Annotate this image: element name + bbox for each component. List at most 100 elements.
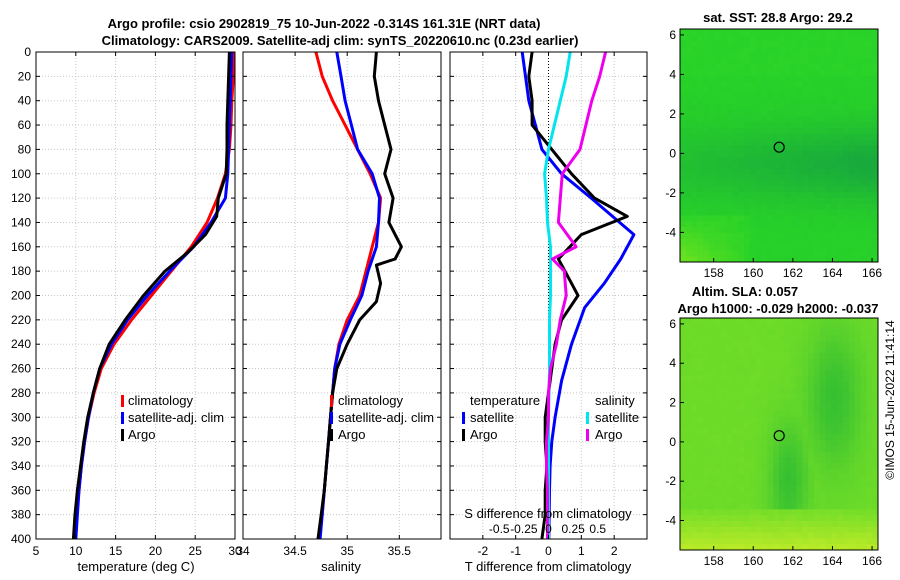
map-cell <box>709 46 716 53</box>
map-cell <box>802 151 809 158</box>
map-cell <box>813 139 821 147</box>
map-cell <box>831 521 838 528</box>
map-cell <box>714 352 722 360</box>
map-cell <box>872 209 879 216</box>
map-cell <box>860 422 867 429</box>
map-cell <box>854 174 862 181</box>
map-cell <box>784 145 792 152</box>
map-cell <box>848 538 856 545</box>
map-cell <box>714 492 722 499</box>
map-cell <box>749 75 757 82</box>
map-cell <box>773 387 780 394</box>
map-cell <box>732 197 739 205</box>
map-cell <box>872 509 879 516</box>
map-cell <box>848 63 856 71</box>
map-cell <box>831 227 838 234</box>
map-cell <box>685 393 693 400</box>
map-cell <box>732 221 739 228</box>
map-cell <box>732 168 739 176</box>
map-cell <box>691 370 698 377</box>
map-cell <box>767 250 774 257</box>
map-cell <box>860 492 867 499</box>
map-cell <box>854 509 862 516</box>
map-cell <box>732 405 739 412</box>
map-cell <box>866 387 873 394</box>
map-cell <box>732 151 739 158</box>
map-cell <box>685 133 693 141</box>
map-cell <box>854 215 862 222</box>
map-cell <box>848 52 856 59</box>
map-cell <box>761 151 768 158</box>
y-tick-label: 380 <box>11 508 31 522</box>
map-cell <box>866 192 873 199</box>
map-cell <box>872 544 879 551</box>
map-cell <box>703 168 710 176</box>
map-cell <box>802 162 809 170</box>
map-cell <box>819 256 827 263</box>
map-cell <box>720 116 728 123</box>
map-cell <box>854 122 862 129</box>
map-cell <box>808 151 815 158</box>
map-cell <box>831 122 838 129</box>
map-cell <box>808 451 815 458</box>
map-cell <box>796 209 803 216</box>
x-tick-label: 34 <box>236 544 250 558</box>
map-cell <box>837 63 844 71</box>
map-cell <box>796 497 803 505</box>
map-cell <box>714 104 722 112</box>
map-cell <box>790 335 797 342</box>
map-cell <box>825 133 832 141</box>
map-cell <box>744 329 751 336</box>
map-cell <box>714 133 722 141</box>
map-cell <box>726 364 733 371</box>
map-cell <box>848 232 856 240</box>
map-cell <box>767 221 774 228</box>
map-cell <box>726 451 733 458</box>
difference-legend: temperature satellite Argo salinity sate… <box>462 393 639 442</box>
map-cell <box>773 232 780 240</box>
map-cell <box>860 81 867 88</box>
map-cell <box>808 335 815 342</box>
map-cell <box>860 139 867 147</box>
map-cell <box>773 238 780 246</box>
map-cell <box>732 139 739 147</box>
map-cell <box>802 463 809 470</box>
map-cell <box>843 428 850 435</box>
map-cell <box>761 110 768 117</box>
map-cell <box>697 244 704 251</box>
map-cell <box>761 387 768 394</box>
map-cell <box>866 428 873 435</box>
map-cell <box>680 52 687 59</box>
map-cell <box>819 244 827 251</box>
map-cell <box>813 451 821 458</box>
map-cell <box>749 399 757 406</box>
map-cell <box>703 463 710 470</box>
map-cell <box>680 168 687 176</box>
x-tick-label: 1 <box>578 544 585 558</box>
map-cell <box>825 474 832 481</box>
map-y-tick-label: -4 <box>665 514 676 528</box>
map-cell <box>738 221 745 228</box>
map-cell <box>691 526 698 534</box>
map-cell <box>796 133 803 141</box>
map-cell <box>714 29 722 36</box>
map-cell <box>848 221 856 228</box>
map-cell <box>755 238 763 246</box>
map-cell <box>773 227 780 234</box>
map-cell <box>732 215 739 222</box>
map-cell <box>720 192 728 199</box>
map-cell <box>825 93 832 100</box>
map-cell <box>866 341 873 348</box>
map-cell <box>808 532 815 539</box>
map-cell <box>714 468 722 476</box>
map-cell <box>761 544 768 551</box>
map-x-tick-label: 162 <box>783 266 803 280</box>
map-cell <box>802 538 809 545</box>
map-cell <box>691 341 698 348</box>
map-cell <box>796 416 803 423</box>
map-cell <box>749 497 757 505</box>
map-cell <box>709 63 716 71</box>
map-cell <box>720 69 728 77</box>
map-cell <box>866 180 873 187</box>
map-cell <box>703 139 710 147</box>
